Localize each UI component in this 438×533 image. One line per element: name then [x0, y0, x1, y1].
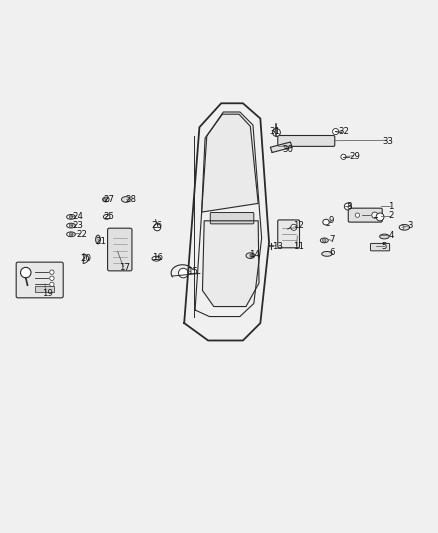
Ellipse shape [152, 256, 161, 261]
Circle shape [154, 224, 161, 231]
Polygon shape [270, 142, 292, 152]
Text: 19: 19 [42, 289, 53, 298]
Text: 16: 16 [152, 253, 162, 262]
Circle shape [272, 128, 280, 136]
FancyBboxPatch shape [108, 228, 132, 271]
Text: 7: 7 [329, 235, 335, 244]
Text: 23: 23 [72, 221, 83, 230]
FancyBboxPatch shape [348, 208, 382, 222]
Text: 24: 24 [72, 212, 83, 221]
Text: 14: 14 [249, 250, 260, 259]
Text: 21: 21 [95, 237, 106, 246]
Text: 26: 26 [152, 221, 162, 230]
Ellipse shape [67, 232, 75, 237]
FancyBboxPatch shape [371, 244, 390, 251]
Text: 30: 30 [282, 146, 293, 155]
Circle shape [291, 224, 297, 230]
Circle shape [49, 270, 54, 274]
Text: 2: 2 [388, 211, 394, 220]
FancyBboxPatch shape [278, 135, 335, 147]
Text: 22: 22 [76, 230, 88, 239]
Ellipse shape [322, 252, 332, 256]
FancyBboxPatch shape [278, 220, 300, 248]
Text: 32: 32 [339, 127, 350, 136]
Circle shape [49, 282, 54, 287]
Text: 11: 11 [293, 243, 304, 252]
Text: 3: 3 [408, 221, 413, 230]
Text: 4: 4 [388, 231, 394, 240]
Polygon shape [201, 114, 258, 212]
Text: 33: 33 [382, 136, 393, 146]
Text: 12: 12 [293, 221, 304, 230]
Ellipse shape [95, 235, 100, 244]
Text: 5: 5 [381, 241, 387, 251]
Circle shape [179, 268, 188, 278]
Ellipse shape [67, 223, 75, 228]
Polygon shape [202, 221, 259, 306]
Text: 17: 17 [120, 263, 131, 272]
Circle shape [399, 225, 404, 230]
Ellipse shape [102, 197, 109, 202]
Ellipse shape [103, 214, 110, 219]
Circle shape [332, 128, 339, 135]
Text: 25: 25 [104, 212, 115, 221]
Text: 27: 27 [104, 195, 115, 204]
FancyBboxPatch shape [16, 262, 63, 298]
Text: 1: 1 [388, 202, 394, 211]
Ellipse shape [67, 214, 75, 219]
Ellipse shape [246, 253, 254, 259]
Ellipse shape [321, 238, 328, 243]
Circle shape [103, 198, 107, 201]
Text: 29: 29 [350, 152, 360, 161]
Circle shape [49, 276, 54, 280]
Circle shape [322, 239, 326, 242]
Circle shape [69, 232, 73, 236]
Text: 31: 31 [269, 127, 280, 136]
Text: 9: 9 [328, 216, 334, 225]
Circle shape [344, 203, 351, 210]
Circle shape [250, 254, 254, 258]
Text: 20: 20 [80, 254, 91, 263]
Text: 6: 6 [329, 248, 335, 256]
Ellipse shape [121, 197, 130, 203]
Circle shape [69, 224, 73, 228]
Circle shape [372, 212, 378, 218]
FancyBboxPatch shape [210, 213, 254, 224]
Text: 28: 28 [126, 195, 137, 204]
Circle shape [341, 154, 346, 159]
Circle shape [21, 268, 31, 278]
Circle shape [69, 215, 73, 219]
Ellipse shape [380, 234, 389, 239]
Ellipse shape [399, 224, 410, 230]
Bar [35, 286, 53, 292]
Text: 8: 8 [347, 202, 352, 211]
Ellipse shape [323, 219, 329, 225]
Text: 13: 13 [272, 243, 283, 252]
Text: 15: 15 [187, 267, 198, 276]
Circle shape [355, 213, 360, 217]
Circle shape [376, 213, 384, 221]
